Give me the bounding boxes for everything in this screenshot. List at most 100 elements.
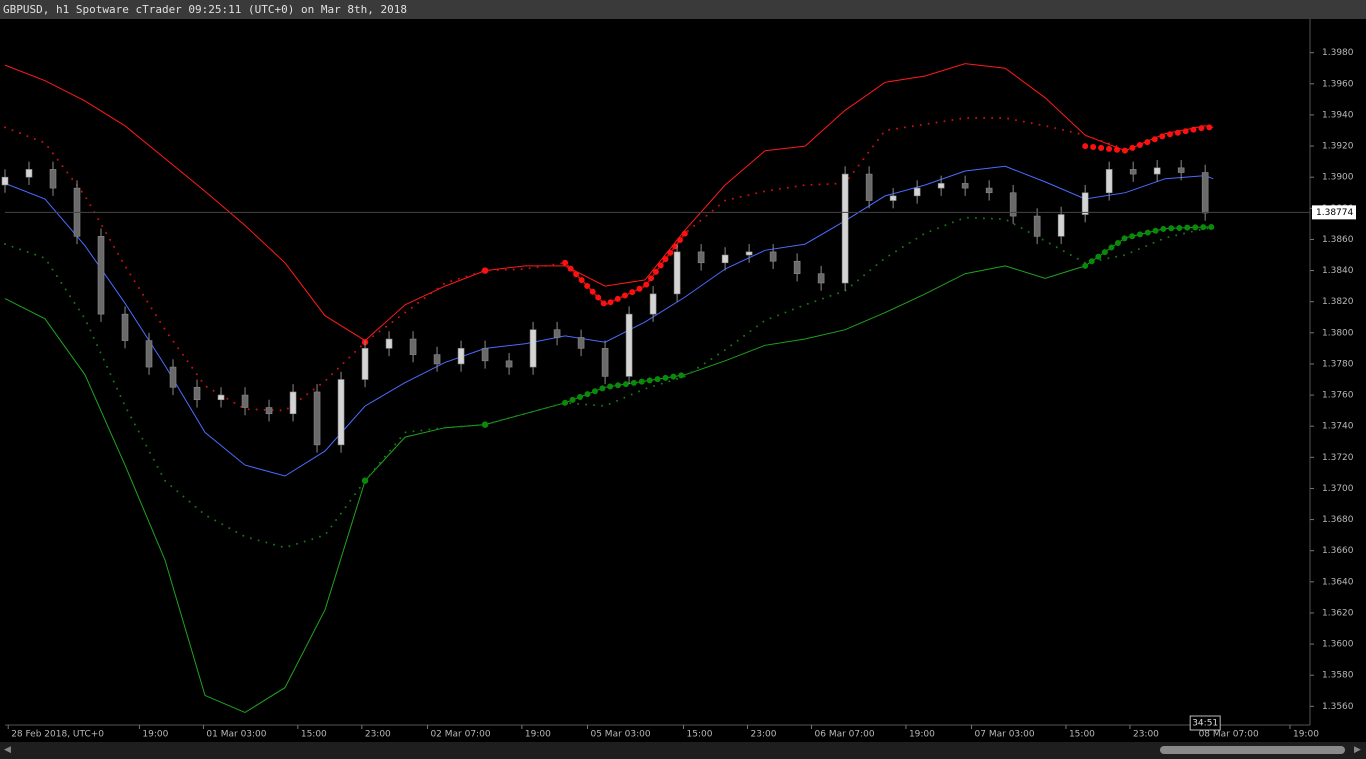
scroll-right[interactable]: ▶: [1354, 745, 1361, 755]
candle-body: [169, 366, 177, 388]
candle-body: [361, 348, 369, 380]
indicator-line: [4, 63, 1214, 342]
x-tick-label: 05 Mar 03:00: [590, 730, 650, 740]
candle-body: [313, 391, 321, 446]
candle-body: [481, 348, 489, 362]
candle-body: [265, 407, 273, 415]
candle-body: [1105, 169, 1113, 194]
candle-body: [337, 379, 345, 446]
candle-body: [1057, 214, 1065, 237]
x-tick-label: 15:00: [301, 730, 327, 740]
indicator-dot: [481, 267, 489, 274]
candle-body: [505, 360, 513, 368]
candle-body: [985, 187, 993, 194]
candle-body: [1, 176, 9, 186]
candle-body: [289, 391, 297, 415]
candle-body: [577, 337, 585, 349]
candle-body: [193, 386, 201, 401]
x-tick-label: 19:00: [909, 730, 935, 740]
y-tick-label: 1.3940: [1322, 110, 1354, 120]
last-price-label: 1.38774: [1316, 208, 1353, 218]
candle-body: [889, 195, 897, 201]
candle-body: [529, 329, 537, 368]
y-tick-label: 1.3960: [1322, 79, 1354, 89]
y-tick-label: 1.3680: [1322, 515, 1354, 525]
scroll-left[interactable]: ◀: [4, 745, 11, 755]
candle-body: [817, 273, 825, 284]
background: [0, 19, 1366, 742]
x-tick-label: 08 Mar 07:00: [1199, 730, 1259, 740]
candle-body: [697, 251, 705, 264]
y-tick-label: 1.3860: [1322, 235, 1354, 245]
y-tick-label: 1.3920: [1322, 142, 1354, 152]
candle-body: [1153, 167, 1161, 175]
indicator-line: [4, 165, 1214, 477]
candle-body: [49, 169, 57, 189]
y-tick-label: 1.3700: [1322, 484, 1354, 494]
candle-body: [841, 173, 849, 284]
indicator-dots: [562, 371, 689, 406]
x-tick-label: 19:00: [1293, 730, 1319, 740]
x-tick-label: 01 Mar 03:00: [206, 730, 266, 740]
indicator-dots: [562, 230, 689, 309]
countdown-box: [1189, 715, 1221, 731]
countdown: 34:51: [1192, 719, 1218, 729]
chart: 1.3560 1.3580 1.3600 1.3620 1.3640 1.3660 1.36…: [0, 19, 1366, 742]
candle-body: [409, 338, 417, 355]
y-tick-label: 1.3760: [1322, 391, 1354, 401]
candle-body: [217, 394, 225, 401]
candle-body: [601, 348, 609, 377]
y-tick-label: 1.3840: [1322, 266, 1354, 276]
chart-title: GBPUSD, h1 Spotware cTrader 09:25:11 (UT…: [0, 0, 1366, 19]
candle-body: [1201, 172, 1209, 214]
scroll-thumb[interactable]: [1160, 746, 1345, 754]
y-tick-label: 1.3980: [1322, 48, 1354, 58]
indicator-dot: [481, 421, 489, 428]
y-tick-label: 1.3560: [1322, 702, 1354, 712]
candle-body: [961, 183, 969, 189]
candle-body: [1177, 167, 1185, 173]
candle-body: [1033, 215, 1041, 237]
x-tick-label: 06 Mar 07:00: [815, 730, 875, 740]
candle-body: [553, 329, 561, 338]
candle-body: [385, 338, 393, 349]
candle-body: [433, 354, 441, 365]
x-tick-label: 07 Mar 03:00: [975, 730, 1035, 740]
candle-body: [1129, 169, 1137, 175]
y-tick-label: 1.3800: [1322, 328, 1354, 338]
indicator-dots: [1082, 224, 1217, 269]
candle-body: [145, 340, 153, 368]
x-tick-label: 23:00: [751, 730, 777, 740]
x-tick-label: 19:00: [525, 730, 551, 740]
last-price-box: [1312, 205, 1356, 220]
y-tick-label: 1.3660: [1322, 546, 1354, 556]
candle-body: [121, 313, 129, 341]
x-tick-label: 23:00: [365, 730, 391, 740]
y-tick-label: 1.3620: [1322, 608, 1354, 618]
x-tick-label: 28 Feb 2018, UTC+0: [11, 730, 104, 740]
candle-body: [913, 187, 921, 197]
indicator-dots: [1082, 124, 1217, 154]
y-tick-label: 1.3580: [1322, 671, 1354, 681]
candle-body: [97, 236, 105, 315]
candle-body: [1081, 192, 1089, 215]
x-tick-label: 23:00: [1133, 730, 1159, 740]
y-tick-label: 1.3600: [1322, 640, 1354, 650]
y-tick-label: 1.3740: [1322, 422, 1354, 432]
candle-body: [625, 313, 633, 377]
candle-body: [745, 251, 753, 256]
indicator-dots: [4, 216, 1215, 549]
scrollbar[interactable]: ◀ ▶: [0, 742, 1366, 759]
candle-body: [673, 251, 681, 295]
y-tick-label: 1.3720: [1322, 453, 1354, 463]
y-tick-label: 1.3900: [1322, 173, 1354, 183]
candle-body: [865, 173, 873, 201]
candle-body: [937, 183, 945, 189]
candle-body: [793, 260, 801, 274]
x-tick-label: 15:00: [1069, 730, 1095, 740]
candle-body: [241, 394, 249, 408]
candle-body: [721, 254, 729, 264]
y-tick-label: 1.3780: [1322, 359, 1354, 369]
candle-body: [25, 169, 33, 178]
